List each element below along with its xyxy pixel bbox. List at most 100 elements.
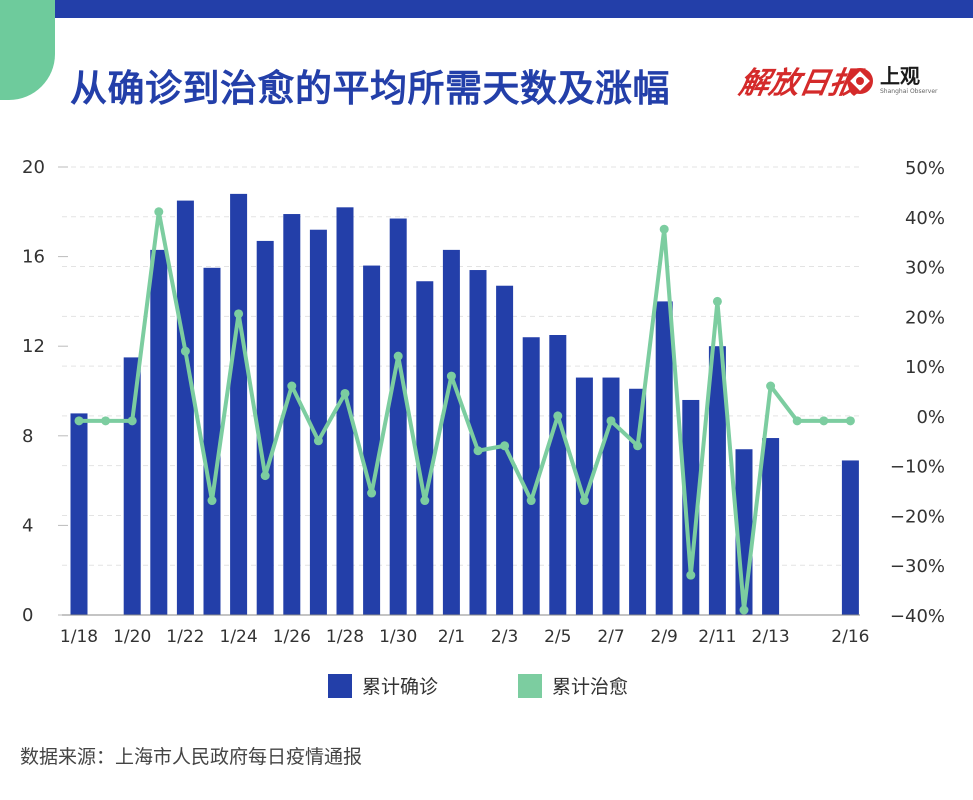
shangguan-logo-text: 上观: [880, 64, 920, 88]
x-tick-label: 2/9: [651, 627, 678, 647]
data-source-note: 数据来源：上海市人民政府每日疫情通报: [20, 746, 363, 768]
point-cured: [127, 416, 137, 426]
point-cured: [287, 381, 297, 391]
bar-confirmed: [442, 249, 460, 615]
bar-confirmed: [522, 337, 540, 615]
x-tick-label: 1/30: [379, 627, 417, 647]
point-cured: [180, 346, 190, 356]
x-tick-label: 2/7: [597, 627, 624, 647]
dual-axis-chart: 0 4 8 12 16 20 −40% −30% −20% −10% 0% 10% 20% 30% 40% 5…: [22, 157, 945, 647]
x-tick-label: 1/28: [326, 627, 364, 647]
bar-confirmed: [283, 214, 301, 615]
point-cured: [446, 371, 456, 381]
point-cured: [526, 496, 536, 506]
x-tick-label: 1/20: [113, 627, 151, 647]
y-right-tick-label: −20%: [890, 506, 945, 527]
legend-item-confirmed: 累计确诊: [328, 672, 438, 699]
bar-confirmed: [602, 377, 620, 615]
chart-legend: 累计确诊 累计治愈: [0, 672, 973, 698]
point-cured: [845, 416, 855, 426]
bar-confirmed: [496, 285, 514, 615]
bar-confirmed: [841, 460, 859, 615]
point-cured: [766, 381, 776, 391]
bar-confirmed: [363, 265, 381, 615]
point-cured: [367, 488, 377, 498]
bar-confirmed: [469, 270, 487, 615]
point-cured: [207, 496, 217, 506]
point-cured: [420, 496, 430, 506]
chart-title: 从确诊到治愈的平均所需天数及涨幅: [70, 67, 670, 110]
legend-label-confirmed: 累计确诊: [362, 676, 439, 698]
x-tick-label: 2/11: [698, 627, 736, 647]
bar-confirmed: [309, 229, 327, 615]
y-right-tick-label: 30%: [905, 258, 945, 279]
y-left-tick-label: 20: [22, 157, 45, 178]
y-left-tick-label: 4: [22, 515, 33, 536]
x-tick-label: 2/1: [438, 627, 465, 647]
x-tick-label: 2/16: [831, 627, 869, 647]
shangguan-logo-icon: [847, 68, 873, 94]
legend-label-cured: 累计治愈: [552, 676, 629, 698]
bar-confirmed: [230, 193, 248, 615]
y-right-tick-label: −40%: [890, 606, 945, 627]
point-cured: [739, 605, 749, 615]
x-tick-label: 1/24: [220, 627, 258, 647]
y-right-tick-label: −10%: [890, 457, 945, 478]
y-right-tick-label: 10%: [905, 357, 945, 378]
line-cured: [79, 209, 851, 613]
bar-confirmed: [416, 281, 434, 615]
y-right-tick-label: 40%: [905, 208, 945, 229]
y-right-tick-label: 20%: [905, 307, 945, 328]
point-cured: [473, 446, 483, 456]
y-left-tick-label: 12: [22, 336, 45, 357]
point-cured: [553, 411, 563, 421]
bar-confirmed: [549, 335, 567, 615]
point-cured: [686, 570, 696, 580]
bar-confirmed: [256, 240, 274, 616]
point-cured: [633, 441, 643, 451]
y-left-tick-label: 0: [22, 605, 33, 626]
point-cured: [579, 496, 589, 506]
x-tick-label: 2/13: [752, 627, 790, 647]
point-cured: [792, 416, 802, 426]
legend-swatch-cured: [518, 673, 542, 698]
point-cured: [393, 351, 403, 361]
bar-confirmed: [682, 399, 700, 615]
point-cured: [101, 416, 111, 426]
point-cured: [74, 416, 84, 426]
corner-accent-tab: [0, 0, 55, 100]
point-cured: [234, 309, 244, 319]
point-cured: [340, 388, 350, 398]
bar-confirmed: [389, 218, 407, 615]
bar-confirmed: [762, 438, 780, 615]
bar-confirmed: [150, 249, 168, 615]
point-cured: [712, 296, 722, 306]
x-tick-label: 1/22: [166, 627, 204, 647]
x-tick-label: 2/3: [491, 627, 518, 647]
y-right-tick-label: −30%: [890, 556, 945, 577]
legend-item-cured: 累计治愈: [518, 672, 628, 699]
y-right-tick-label: 0%: [916, 407, 945, 428]
x-tick-label: 1/18: [60, 627, 98, 647]
point-cured: [659, 224, 669, 234]
y-left-tick-label: 8: [22, 426, 33, 447]
x-tick-label: 1/26: [273, 627, 311, 647]
point-cured: [313, 436, 323, 446]
point-cured: [500, 441, 510, 451]
bar-confirmed: [655, 301, 673, 615]
top-accent-bar: [55, 0, 973, 18]
bar-confirmed: [629, 388, 647, 615]
bar-confirmed: [176, 200, 194, 615]
bar-confirmed: [708, 346, 726, 615]
point-cured: [260, 471, 270, 481]
point-cured: [606, 416, 616, 426]
point-cured: [819, 416, 829, 426]
y-right-tick-label: 50%: [905, 158, 945, 179]
legend-swatch-confirmed: [328, 673, 352, 698]
bar-confirmed: [123, 357, 141, 615]
bar-confirmed: [336, 207, 354, 615]
bar-confirmed: [203, 267, 221, 615]
y-left-tick-label: 16: [22, 247, 45, 268]
x-tick-label: 2/5: [544, 627, 571, 647]
point-cured: [154, 207, 164, 217]
